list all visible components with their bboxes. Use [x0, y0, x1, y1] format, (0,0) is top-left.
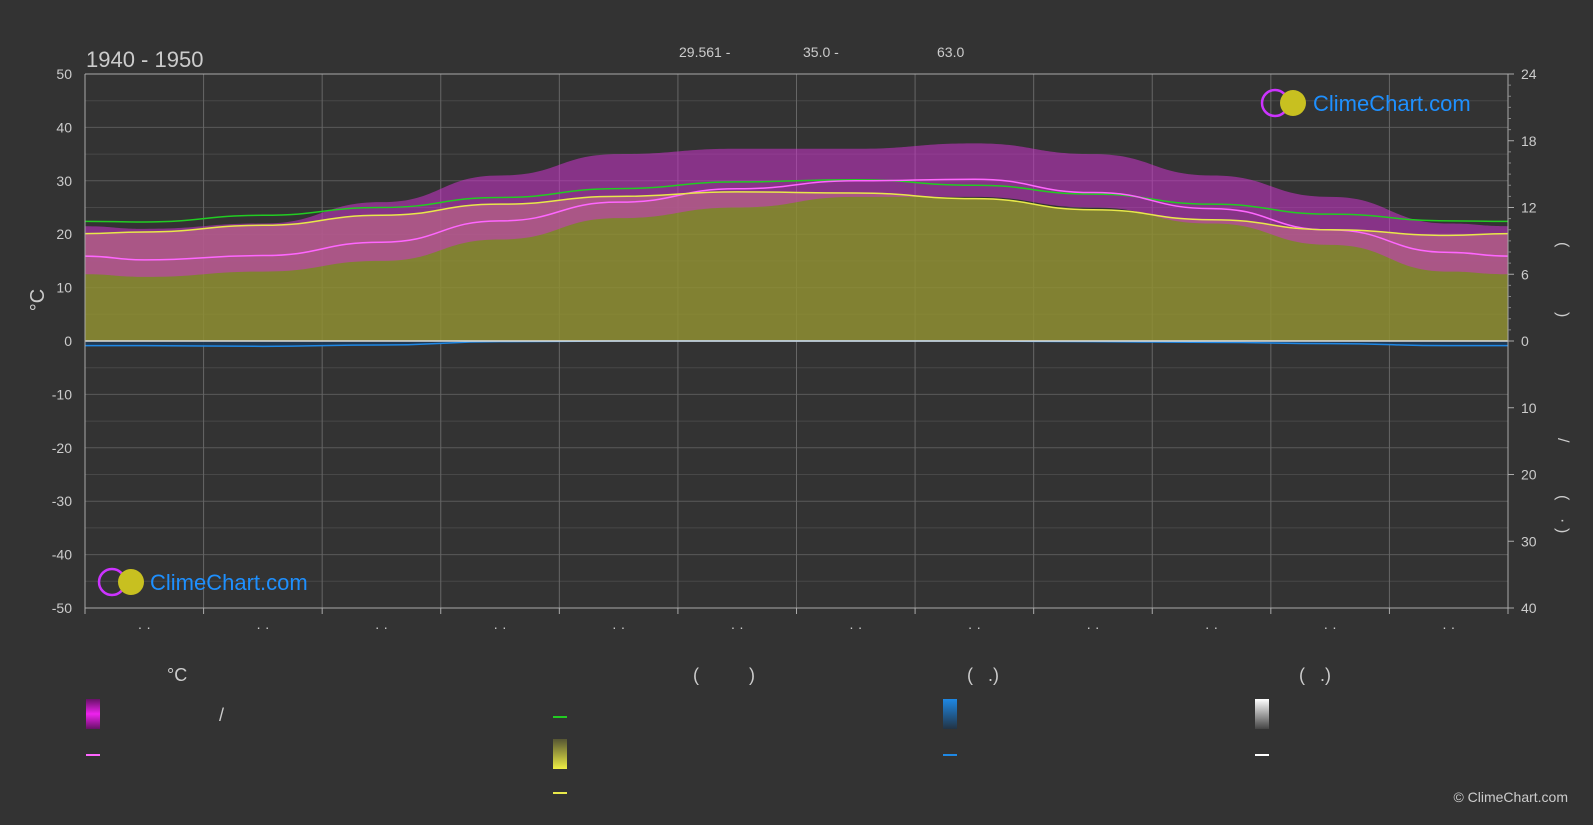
x-tick-label: · ·	[1205, 619, 1218, 635]
y-axis-label: °C	[27, 289, 49, 311]
y2-tick-label: 6	[1521, 266, 1529, 282]
chart-title: 1940 - 1950	[86, 47, 203, 72]
legend-sunshine-line	[553, 792, 567, 794]
y2-label-lower-open: (	[1554, 495, 1571, 501]
y-tick-label: 50	[56, 66, 72, 82]
y2-tick-label: 10	[1521, 400, 1537, 416]
data-areas	[85, 143, 1508, 347]
y-tick-label: 0	[64, 333, 72, 349]
y2-label-lower-close: )	[1554, 528, 1571, 533]
temperature-range-band	[85, 143, 1508, 277]
y2-label-paren-open: (	[1554, 242, 1571, 248]
y2-tick-label: 12	[1521, 200, 1537, 216]
series-line-daylight	[84, 178, 1509, 223]
header-value-1: 29.561 -	[679, 44, 731, 60]
legend-snow-swatch	[1255, 699, 1269, 729]
legend-temp-range-swatch	[86, 699, 100, 729]
watermark-top: ClimeChart.com	[1260, 88, 1471, 118]
y2-tick-label: 40	[1521, 600, 1537, 616]
y2-label-lower-slash: /	[1554, 438, 1571, 443]
series-line-sunshine	[84, 191, 1509, 237]
y-tick-label: -40	[52, 547, 72, 563]
legend-header-snow: ( .)	[1299, 665, 1331, 685]
legend-slash: /	[219, 705, 225, 725]
x-tick-label: · ·	[1324, 619, 1337, 635]
y-tick-label: 40	[56, 119, 72, 135]
x-tick-label: · ·	[731, 619, 744, 635]
y2-label-lower-dot: ·	[1554, 518, 1571, 523]
y-tick-label: -30	[52, 493, 72, 509]
legend-precip-line	[943, 754, 957, 756]
y2-tick-label: 0	[1521, 333, 1529, 349]
legend-snow-line	[1255, 754, 1269, 756]
y-tick-label: 20	[56, 226, 72, 242]
series-line-max_temp_avg	[84, 178, 1509, 261]
x-tick-label: · ·	[968, 619, 981, 635]
legend-sunshine-swatch	[553, 739, 567, 769]
precipitation-area	[85, 341, 1508, 347]
legend-max-temp-line	[86, 754, 100, 756]
y2-tick-label: 24	[1521, 66, 1537, 82]
watermark-text-top: ClimeChart.com	[1313, 91, 1471, 116]
x-tick-label: · ·	[612, 619, 625, 635]
watermark-bottom: ClimeChart.com	[97, 567, 308, 597]
watermark-text-bottom: ClimeChart.com	[150, 570, 308, 595]
y-tick-label: -10	[52, 386, 72, 402]
x-tick-label: · ·	[256, 619, 269, 635]
y2-tick-label: 20	[1521, 467, 1537, 483]
x-tick-label: · ·	[493, 619, 506, 635]
header-value-3: 63.0	[937, 44, 964, 60]
y-tick-label: 10	[56, 280, 72, 296]
x-tick-label: · ·	[1086, 619, 1099, 635]
logo-sun-icon	[1280, 90, 1306, 116]
y-tick-label: -50	[52, 600, 72, 616]
legend-daylight-line	[553, 716, 567, 718]
y-tick-label: 30	[56, 173, 72, 189]
axes: 50 40 30 20 10 0 -10 -20 -30 -40 -50 24 18 12 6 0 10 20 30…	[52, 66, 1537, 635]
y2-tick-label: 30	[1521, 533, 1537, 549]
legend-header-temp: °C	[167, 665, 188, 685]
legend-header-rain: ( .)	[967, 665, 999, 685]
legend-header-sun: ( )	[693, 665, 755, 685]
x-tick-label: · ·	[375, 619, 388, 635]
y2-label-paren-close: )	[1554, 312, 1571, 317]
logo-sun-icon	[118, 569, 144, 595]
x-tick-label: · ·	[849, 619, 862, 635]
legend-precip-swatch	[943, 699, 957, 729]
y2-tick-label: 18	[1521, 133, 1537, 149]
y-tick-label: -20	[52, 440, 72, 456]
x-tick-label: · ·	[1442, 619, 1455, 635]
copyright: © ClimeChart.com	[1453, 789, 1568, 805]
x-tick-label: · ·	[138, 619, 151, 635]
header-value-2: 35.0 -	[803, 44, 839, 60]
